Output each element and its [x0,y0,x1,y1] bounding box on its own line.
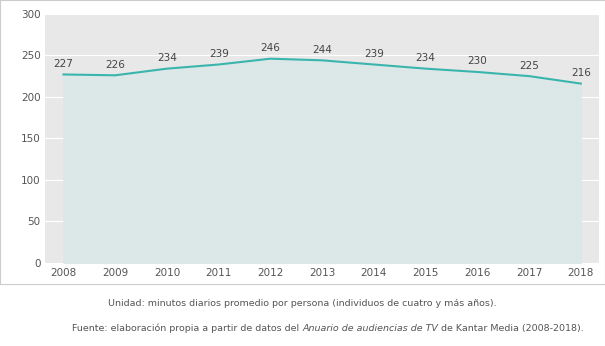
Text: 234: 234 [157,53,177,63]
Text: de Kantar Media (2008-2018).: de Kantar Media (2008-2018). [439,324,584,333]
Text: 226: 226 [105,60,125,70]
Text: 239: 239 [364,49,384,59]
Text: 239: 239 [209,49,229,59]
Text: 244: 244 [312,45,332,55]
Text: Unidad: minutos diarios promedio por persona (individuos de cuatro y más años).: Unidad: minutos diarios promedio por per… [108,299,497,308]
Text: 227: 227 [54,59,73,69]
Text: Fuente: elaboración propia a partir de datos del: Fuente: elaboración propia a partir de d… [73,324,302,333]
Text: 234: 234 [416,53,436,63]
Text: 230: 230 [468,56,487,66]
Text: 216: 216 [571,68,590,78]
Text: 225: 225 [519,61,539,71]
Text: Anuario de audiencias de TV: Anuario de audiencias de TV [302,324,439,333]
Text: 246: 246 [261,43,280,53]
